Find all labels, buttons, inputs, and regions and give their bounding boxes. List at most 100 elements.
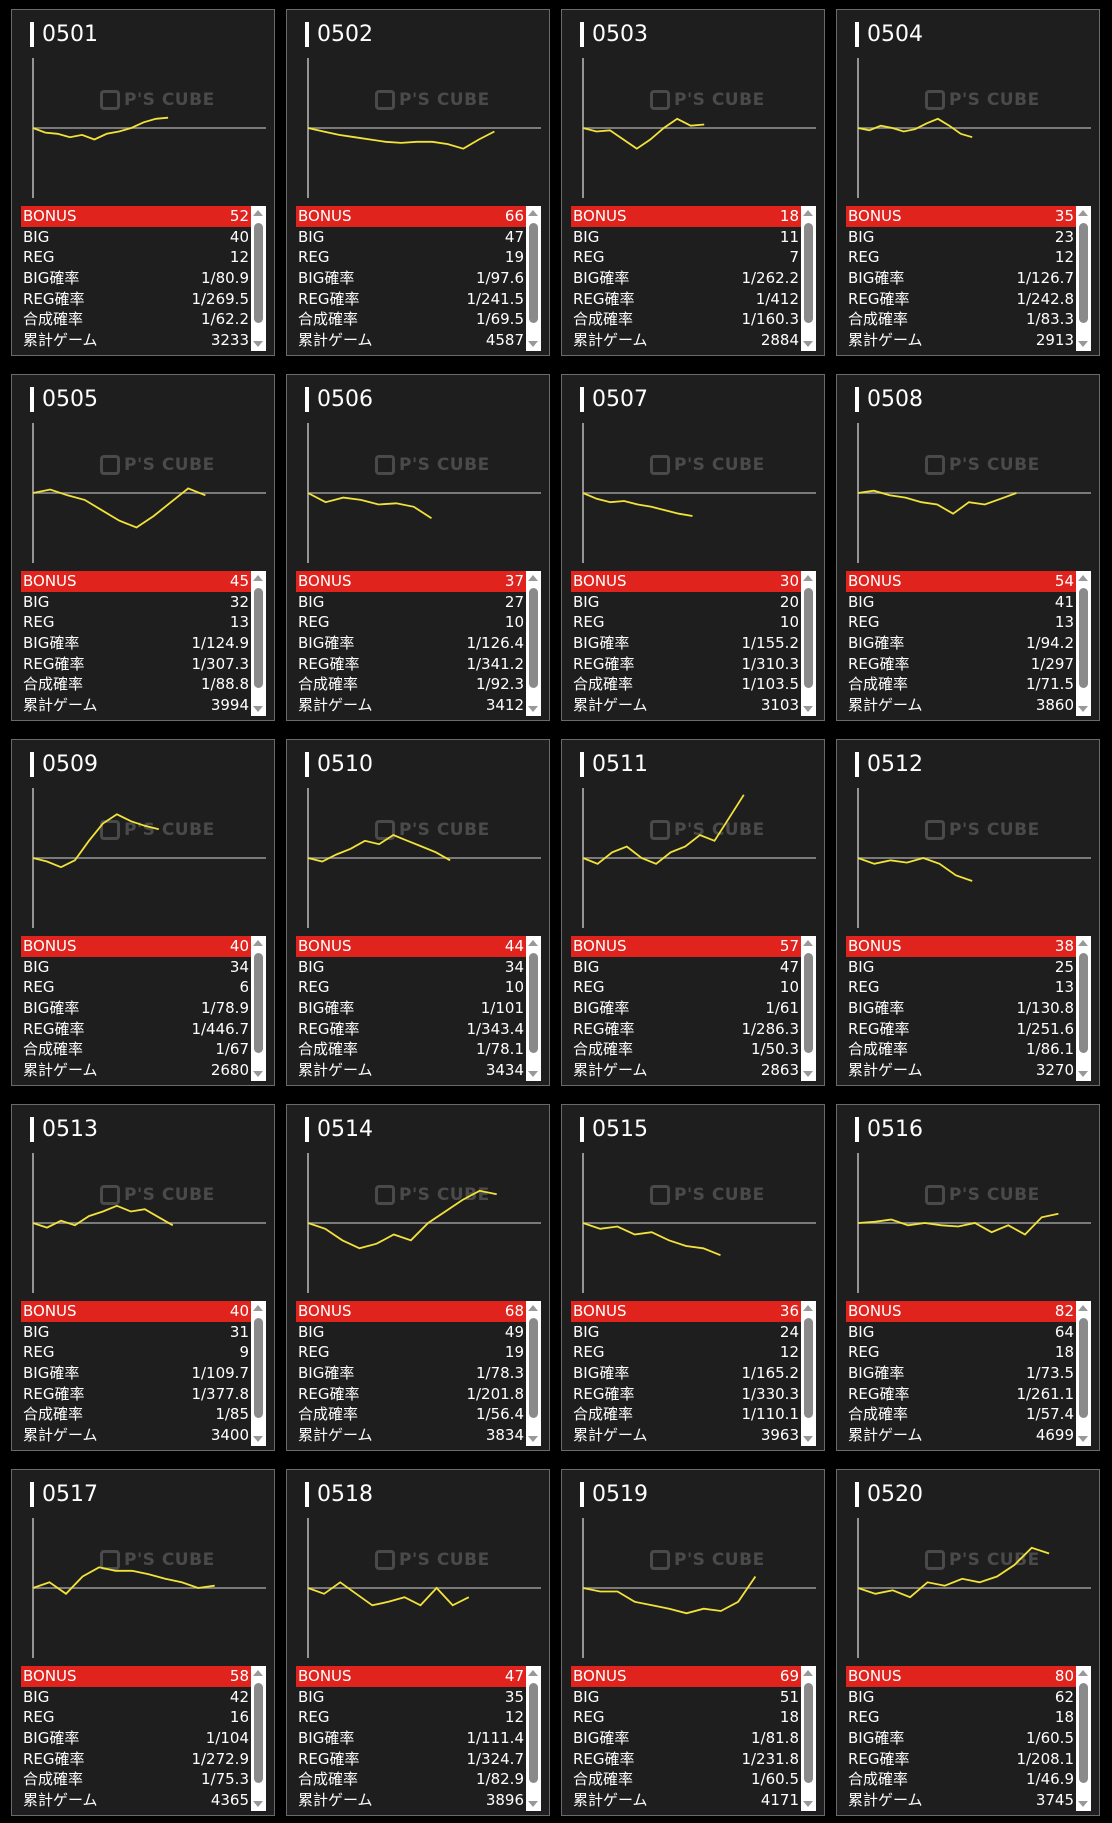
scroll-thumb[interactable] bbox=[804, 223, 813, 323]
scroll-up-icon[interactable] bbox=[1078, 575, 1088, 581]
machine-card-0511[interactable]: 0511 P'S CUBE BONUS 57 BIG 47 REG 10 BIG確率 1/61 RE… bbox=[561, 739, 825, 1086]
scroll-down-icon[interactable] bbox=[1078, 1801, 1088, 1807]
scroll-thumb[interactable] bbox=[1079, 588, 1088, 688]
scroll-down-icon[interactable] bbox=[253, 1801, 263, 1807]
scroll-down-icon[interactable] bbox=[528, 706, 538, 712]
machine-card-0501[interactable]: 0501 P'S CUBE BONUS 52 BIG 40 REG 12 BIG確率 1/80.9… bbox=[11, 9, 275, 356]
machine-card-0509[interactable]: 0509 P'S CUBE BONUS 40 BIG 34 REG 6 BIG確率 1/78.9 R… bbox=[11, 739, 275, 1086]
scroll-up-icon[interactable] bbox=[253, 1305, 263, 1311]
scroll-up-icon[interactable] bbox=[1078, 940, 1088, 946]
scroll-down-icon[interactable] bbox=[528, 1801, 538, 1807]
scroll-down-icon[interactable] bbox=[528, 1436, 538, 1442]
scroll-thumb[interactable] bbox=[529, 1683, 538, 1783]
scroll-thumb[interactable] bbox=[804, 1318, 813, 1418]
scroll-thumb[interactable] bbox=[804, 588, 813, 688]
scroll-thumb[interactable] bbox=[529, 223, 538, 323]
scrollbar[interactable] bbox=[801, 936, 816, 1081]
scroll-up-icon[interactable] bbox=[528, 940, 538, 946]
scrollbar[interactable] bbox=[526, 936, 541, 1081]
scrollbar[interactable] bbox=[1076, 1666, 1091, 1811]
scroll-thumb[interactable] bbox=[1079, 1683, 1088, 1783]
machine-card-0508[interactable]: 0508 P'S CUBE BONUS 54 BIG 41 REG 13 BIG確率 1/94.2… bbox=[836, 374, 1100, 721]
scroll-down-icon[interactable] bbox=[1078, 341, 1088, 347]
scrollbar[interactable] bbox=[251, 936, 266, 1081]
scroll-up-icon[interactable] bbox=[803, 1670, 813, 1676]
machine-card-0503[interactable]: 0503 P'S CUBE BONUS 18 BIG 11 REG 7 BIG確率 1/262.2… bbox=[561, 9, 825, 356]
scrollbar[interactable] bbox=[526, 206, 541, 351]
scroll-thumb[interactable] bbox=[529, 1318, 538, 1418]
scroll-up-icon[interactable] bbox=[528, 1670, 538, 1676]
machine-card-0517[interactable]: 0517 P'S CUBE BONUS 58 BIG 42 REG 16 BIG確率 1/104 R… bbox=[11, 1469, 275, 1816]
scroll-thumb[interactable] bbox=[1079, 1318, 1088, 1418]
scrollbar[interactable] bbox=[1076, 206, 1091, 351]
machine-card-0516[interactable]: 0516 P'S CUBE BONUS 82 BIG 64 REG 18 BIG確率 1/73.5… bbox=[836, 1104, 1100, 1451]
scrollbar[interactable] bbox=[251, 571, 266, 716]
scroll-thumb[interactable] bbox=[529, 953, 538, 1053]
scroll-down-icon[interactable] bbox=[528, 1071, 538, 1077]
scroll-down-icon[interactable] bbox=[803, 1801, 813, 1807]
scrollbar[interactable] bbox=[801, 206, 816, 351]
scrollbar[interactable] bbox=[1076, 936, 1091, 1081]
scroll-up-icon[interactable] bbox=[803, 575, 813, 581]
machine-card-0512[interactable]: 0512 P'S CUBE BONUS 38 BIG 25 REG 13 BIG確率 1/130.… bbox=[836, 739, 1100, 1086]
scroll-up-icon[interactable] bbox=[803, 940, 813, 946]
scroll-up-icon[interactable] bbox=[253, 1670, 263, 1676]
scroll-up-icon[interactable] bbox=[803, 210, 813, 216]
scrollbar[interactable] bbox=[1076, 571, 1091, 716]
machine-card-0505[interactable]: 0505 P'S CUBE BONUS 45 BIG 32 REG 13 BIG確率 1/124.… bbox=[11, 374, 275, 721]
scroll-down-icon[interactable] bbox=[253, 1436, 263, 1442]
scroll-up-icon[interactable] bbox=[528, 575, 538, 581]
scroll-thumb[interactable] bbox=[1079, 223, 1088, 323]
machine-card-0518[interactable]: 0518 P'S CUBE BONUS 47 BIG 35 REG 12 BIG確率 1/111.… bbox=[286, 1469, 550, 1816]
scrollbar[interactable] bbox=[251, 1666, 266, 1811]
scroll-up-icon[interactable] bbox=[528, 210, 538, 216]
machine-card-0507[interactable]: 0507 P'S CUBE BONUS 30 BIG 20 REG 10 BIG確率 1/155.… bbox=[561, 374, 825, 721]
scroll-thumb[interactable] bbox=[254, 953, 263, 1053]
machine-card-0510[interactable]: 0510 P'S CUBE BONUS 44 BIG 34 REG 10 BIG確率 1/101 R… bbox=[286, 739, 550, 1086]
scroll-thumb[interactable] bbox=[804, 953, 813, 1053]
machine-card-0520[interactable]: 0520 P'S CUBE BONUS 80 BIG 62 REG 18 BIG確率 1/60.5… bbox=[836, 1469, 1100, 1816]
scroll-down-icon[interactable] bbox=[803, 706, 813, 712]
scroll-down-icon[interactable] bbox=[253, 706, 263, 712]
scrollbar[interactable] bbox=[1076, 1301, 1091, 1446]
scroll-down-icon[interactable] bbox=[803, 1071, 813, 1077]
scrollbar[interactable] bbox=[526, 1301, 541, 1446]
scroll-up-icon[interactable] bbox=[253, 210, 263, 216]
machine-card-0502[interactable]: 0502 P'S CUBE BONUS 66 BIG 47 REG 19 BIG確率 1/97.6… bbox=[286, 9, 550, 356]
scroll-down-icon[interactable] bbox=[253, 341, 263, 347]
scrollbar[interactable] bbox=[801, 1666, 816, 1811]
scroll-up-icon[interactable] bbox=[253, 940, 263, 946]
machine-card-0515[interactable]: 0515 P'S CUBE BONUS 36 BIG 24 REG 12 BIG確率 1/165.… bbox=[561, 1104, 825, 1451]
scroll-down-icon[interactable] bbox=[803, 1436, 813, 1442]
scrollbar[interactable] bbox=[251, 206, 266, 351]
machine-card-0519[interactable]: 0519 P'S CUBE BONUS 69 BIG 51 REG 18 BIG確率 1/81.8… bbox=[561, 1469, 825, 1816]
scroll-up-icon[interactable] bbox=[803, 1305, 813, 1311]
scroll-down-icon[interactable] bbox=[1078, 706, 1088, 712]
scroll-down-icon[interactable] bbox=[1078, 1071, 1088, 1077]
scroll-down-icon[interactable] bbox=[253, 1071, 263, 1077]
scroll-thumb[interactable] bbox=[529, 588, 538, 688]
machine-card-0513[interactable]: 0513 P'S CUBE BONUS 40 BIG 31 REG 9 BIG確率 1/109.7… bbox=[11, 1104, 275, 1451]
scroll-thumb[interactable] bbox=[254, 1318, 263, 1418]
scrollbar[interactable] bbox=[801, 571, 816, 716]
scroll-down-icon[interactable] bbox=[803, 341, 813, 347]
machine-card-0504[interactable]: 0504 P'S CUBE BONUS 35 BIG 23 REG 12 BIG確率 1/126.… bbox=[836, 9, 1100, 356]
scroll-thumb[interactable] bbox=[254, 223, 263, 323]
scroll-up-icon[interactable] bbox=[528, 1305, 538, 1311]
scrollbar[interactable] bbox=[801, 1301, 816, 1446]
scroll-up-icon[interactable] bbox=[1078, 1305, 1088, 1311]
scrollbar[interactable] bbox=[526, 1666, 541, 1811]
scrollbar[interactable] bbox=[251, 1301, 266, 1446]
scroll-thumb[interactable] bbox=[254, 588, 263, 688]
scroll-up-icon[interactable] bbox=[253, 575, 263, 581]
scroll-thumb[interactable] bbox=[254, 1683, 263, 1783]
scrollbar[interactable] bbox=[526, 571, 541, 716]
scroll-down-icon[interactable] bbox=[1078, 1436, 1088, 1442]
scroll-thumb[interactable] bbox=[804, 1683, 813, 1783]
machine-card-0514[interactable]: 0514 P'S CUBE BONUS 68 BIG 49 REG 19 BIG確率 1/78.3… bbox=[286, 1104, 550, 1451]
scroll-up-icon[interactable] bbox=[1078, 1670, 1088, 1676]
scroll-thumb[interactable] bbox=[1079, 953, 1088, 1053]
scroll-up-icon[interactable] bbox=[1078, 210, 1088, 216]
machine-card-0506[interactable]: 0506 P'S CUBE BONUS 37 BIG 27 REG 10 BIG確率 1/126.… bbox=[286, 374, 550, 721]
scroll-down-icon[interactable] bbox=[528, 341, 538, 347]
